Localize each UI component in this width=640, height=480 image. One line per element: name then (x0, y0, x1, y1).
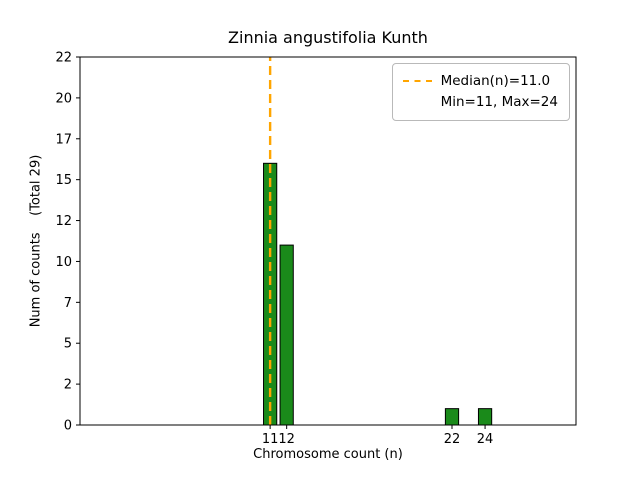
x-tick-label: 12 (278, 432, 295, 447)
legend-entry-minmax: Min=11, Max=24 (403, 92, 558, 113)
y-tick-label: 10 (55, 255, 72, 270)
bar-n12 (279, 244, 294, 426)
y-tick-label: 20 (55, 91, 72, 106)
y-tick-label: 7 (64, 296, 72, 311)
bar-n24 (477, 408, 493, 426)
bar-n22 (444, 408, 460, 426)
x-axis-label: Chromosome count (n) (253, 447, 403, 462)
y-tick-label: 22 (55, 51, 72, 66)
x-tick-label: 24 (477, 432, 494, 447)
dashed-line-legend-marker (402, 80, 432, 83)
y-tick-label: 2 (64, 378, 72, 393)
legend-label-median: Median(n)=11.0 (440, 73, 551, 89)
y-axis-label: Num of counts (Total 29) (28, 154, 44, 328)
legend-entry-median: Median(n)=11.0 (402, 71, 558, 92)
legend-label-minmax: Min=11, Max=24 (440, 93, 558, 110)
legend: Median(n)=11.0 Min=11, Max=24 (391, 63, 570, 121)
chart-title: Zinnia angustifolia Kunth (228, 28, 428, 47)
y-tick-label: 15 (55, 173, 72, 188)
y-tick-label: 0 (64, 419, 72, 434)
x-tick-label: 22 (444, 432, 461, 447)
x-tick-label: 11 (262, 432, 279, 447)
y-tick-label: 5 (64, 337, 72, 352)
y-tick-label: 17 (55, 132, 72, 147)
y-tick-label: 12 (55, 214, 72, 229)
axes-frame (79, 56, 577, 426)
